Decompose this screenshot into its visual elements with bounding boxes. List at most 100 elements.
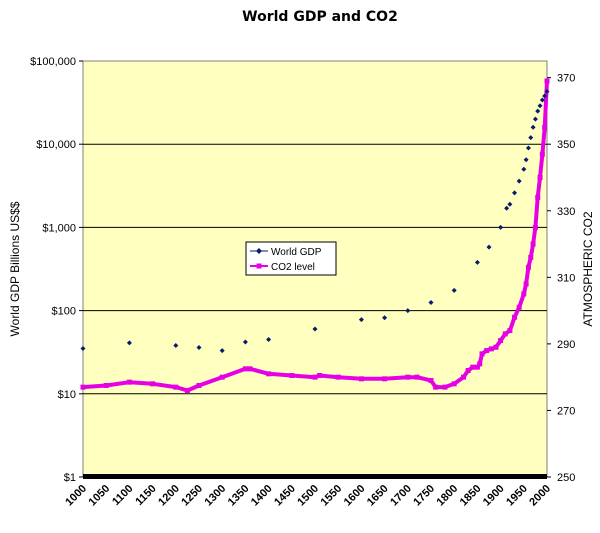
gdp-point — [126, 340, 132, 346]
co2-point — [126, 379, 132, 385]
co2-point — [516, 304, 522, 310]
gdp-point — [266, 336, 272, 342]
co2-point — [103, 382, 109, 388]
left-axis-ticks: $1 $10 $100 $1,000 $10,000 $100,000 — [30, 56, 83, 484]
co2-point — [442, 384, 448, 390]
gdp-point — [530, 124, 536, 130]
gdp-point — [173, 343, 179, 349]
co2-point — [521, 291, 527, 297]
left-tick-label: $10,000 — [36, 139, 76, 151]
co2-point — [537, 174, 543, 180]
x-axis-ticks: 1000105011001150120012501300135014001450… — [63, 483, 553, 509]
gdp-point — [504, 205, 510, 211]
gdp-point — [535, 108, 541, 114]
co2-point — [493, 344, 499, 350]
x-tick-label: 1300 — [203, 483, 229, 509]
left-tick-label: $1,000 — [42, 222, 76, 234]
co2-point — [335, 374, 341, 380]
co2-point — [502, 331, 508, 337]
x-tick-label: 1850 — [458, 483, 484, 509]
gdp-point — [521, 166, 527, 172]
x-tick-label: 1450 — [272, 483, 298, 509]
gdp-point — [312, 326, 318, 332]
co2-point — [532, 224, 538, 230]
co2-point — [173, 384, 179, 390]
co2-point — [451, 381, 457, 387]
co2-point — [542, 125, 548, 131]
x-tick-label: 1600 — [342, 483, 368, 509]
x-tick-label: 1350 — [226, 483, 252, 509]
x-tick-label: 2000 — [527, 483, 553, 509]
right-tick-label: 290 — [557, 339, 575, 351]
co2-point — [312, 374, 318, 380]
x-tick-label: 1750 — [411, 483, 437, 509]
gdp-point — [525, 145, 531, 151]
right-tick-label: 270 — [557, 405, 575, 417]
x-tick-label: 1050 — [87, 483, 113, 509]
left-tick-label: $1 — [64, 472, 76, 484]
x-tick-label: 1000 — [63, 483, 89, 509]
co2-point — [507, 328, 513, 334]
co2-point — [470, 364, 476, 370]
x-tick-label: 1550 — [319, 483, 345, 509]
co2-point — [530, 241, 536, 247]
co2-point — [196, 382, 202, 388]
right-tick-label: 330 — [557, 206, 575, 218]
y-axis-left-label: World GDP Billions US$$ — [8, 201, 22, 336]
co2-point — [523, 281, 529, 287]
x-tick-label: 1200 — [156, 483, 182, 509]
x-tick-label: 1900 — [481, 483, 507, 509]
legend-gdp-marker — [256, 248, 262, 254]
gdp-point — [474, 259, 480, 265]
co2-point — [474, 364, 480, 370]
co2-point — [242, 366, 248, 372]
co2-point — [525, 264, 531, 270]
legend-box — [245, 241, 337, 276]
gdp-point — [486, 244, 492, 250]
gdp-point — [544, 88, 550, 94]
x-tick-label: 1950 — [504, 483, 530, 509]
x-tick-label: 1400 — [249, 483, 275, 509]
co2-point — [488, 346, 494, 352]
co2-point — [358, 376, 364, 382]
co2-point — [405, 374, 411, 380]
chart-title: World GDP and CO2 — [242, 9, 398, 25]
legend-gdp-label: World GDP — [271, 247, 322, 258]
co2-point — [477, 361, 483, 367]
right-tick-label: 350 — [557, 139, 575, 151]
gdp-point — [358, 317, 364, 323]
gdp-point — [196, 345, 202, 351]
gdp-point — [537, 103, 543, 109]
co2-point — [184, 387, 190, 393]
co2-point — [80, 384, 86, 390]
co2-point — [512, 314, 518, 320]
co2-point — [266, 371, 272, 377]
co2-point — [479, 351, 485, 357]
gdp-series — [80, 88, 550, 354]
gridlines — [83, 143, 547, 395]
x-tick-label: 1250 — [179, 483, 205, 509]
gdp-point — [242, 339, 248, 345]
legend: World GDP CO2 level — [245, 241, 337, 276]
gdp-point — [539, 97, 545, 103]
co2-point — [317, 372, 323, 378]
right-axis-ticks: 250 270 290 310 330 350 370 — [547, 73, 575, 484]
co2-point — [535, 194, 541, 200]
x-axis-bar — [83, 474, 547, 479]
gdp-point — [512, 190, 518, 196]
gdp-point — [382, 315, 388, 321]
co2-point — [484, 348, 490, 354]
co2-point — [460, 374, 466, 380]
co2-point — [414, 374, 420, 380]
co2-point — [289, 372, 295, 378]
x-tick-label: 1650 — [365, 483, 391, 509]
co2-point — [219, 374, 225, 380]
x-tick-label: 1700 — [388, 483, 414, 509]
co2-point — [247, 366, 253, 372]
gdp-point — [80, 346, 86, 352]
co2-point — [544, 78, 550, 84]
gdp-point — [542, 93, 548, 99]
co2-series — [80, 78, 550, 393]
co2-point — [465, 368, 471, 374]
